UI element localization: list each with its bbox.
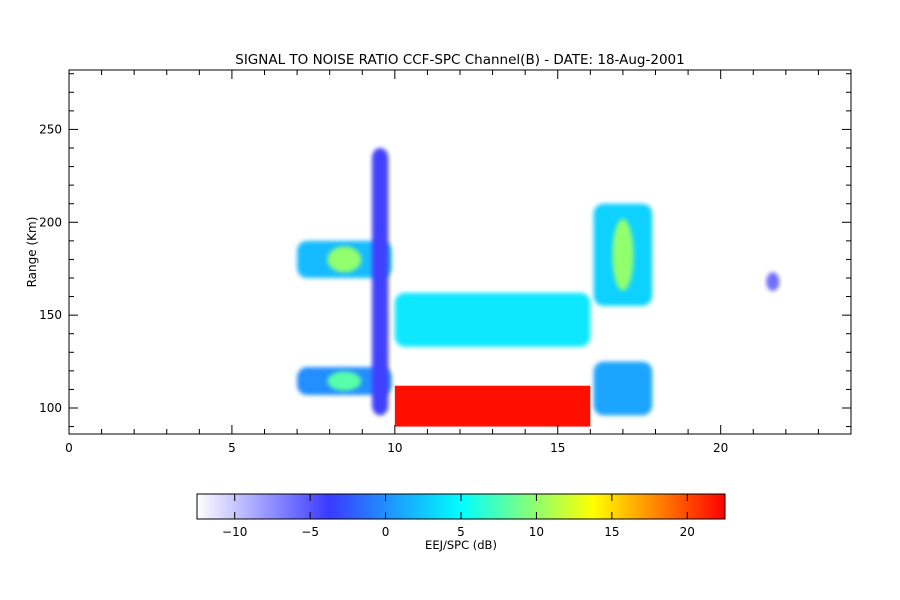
colorbar-tick-label: −10 [222,525,247,539]
y-tick-label: 250 [39,122,62,136]
colorbar-tick-label: 10 [529,525,544,539]
heatmap-region [394,385,591,427]
colorbar-tick-label: −5 [301,525,319,539]
x-tick-label: 15 [550,441,565,455]
x-tick-label: 10 [387,441,402,455]
heatmap-region [766,272,780,291]
heatmap-cell [394,292,591,347]
colorbar-tick-label: 15 [604,525,619,539]
y-tick-label: 200 [39,215,62,229]
chart-title: SIGNAL TO NOISE RATIO CCF-SPC Channel(B)… [235,52,684,68]
heatmap-region [297,240,392,278]
heatmap-peak [327,371,362,391]
colorbar-tick-label: 20 [680,525,695,539]
heatmap-cell [394,385,591,427]
plot-frame [68,69,852,435]
heatmap-cell [766,272,780,291]
x-tick-label: 5 [228,441,236,455]
heatmap-region [593,361,653,416]
x-tick-label: 20 [713,441,728,455]
colorbar-ticks: −10 −5 0 5 10 15 20 [222,494,695,539]
heatmap-cell [372,148,389,416]
y-tick-label: 150 [39,308,62,322]
heatmap-region [372,148,389,416]
heatmap-peak [612,219,634,291]
heatmap-region [297,367,392,395]
colorbar: −10 −5 0 5 10 15 20 EEJ/SPC (dB) [196,493,726,552]
y-axis-label: Range (Km) [25,217,39,288]
heatmap-peak [327,246,362,273]
y-axis: 100 150 200 250 [39,73,851,428]
x-axis: 0 5 10 15 20 [65,70,852,455]
colorbar-tick-label: 0 [382,525,390,539]
colorbar-label: EEJ/SPC (dB) [425,538,497,552]
heatmap-region [394,292,591,347]
heatmap-layer [297,148,780,427]
colorbar-tick-label: 5 [457,525,465,539]
heatmap-region [593,203,653,306]
x-tick-label: 0 [65,441,73,455]
y-tick-label: 100 [39,401,62,415]
heatmap-cell [593,361,653,416]
